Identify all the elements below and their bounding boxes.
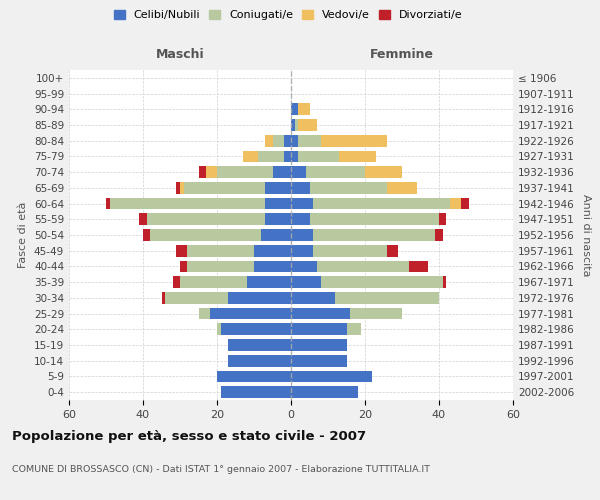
Bar bbox=[254, 260, 291, 272]
Bar bbox=[199, 308, 209, 320]
Bar bbox=[409, 260, 428, 272]
Bar bbox=[143, 229, 151, 241]
Bar bbox=[291, 339, 347, 351]
Bar bbox=[291, 386, 358, 398]
Text: COMUNE DI BROSSASCO (CN) - Dati ISTAT 1° gennaio 2007 - Elaborazione TUTTITALIA.: COMUNE DI BROSSASCO (CN) - Dati ISTAT 1°… bbox=[12, 465, 430, 474]
Bar bbox=[347, 324, 361, 335]
Bar bbox=[284, 135, 291, 146]
Bar bbox=[291, 182, 310, 194]
Bar bbox=[180, 182, 184, 194]
Bar bbox=[272, 135, 284, 146]
Bar bbox=[320, 135, 387, 146]
Bar bbox=[173, 276, 180, 288]
Bar bbox=[291, 324, 347, 335]
Bar bbox=[187, 260, 254, 272]
Legend: Celibi/Nubili, Coniugati/e, Vedovi/e, Divorziati/e: Celibi/Nubili, Coniugati/e, Vedovi/e, Di… bbox=[109, 6, 467, 25]
Bar bbox=[298, 104, 310, 115]
Bar bbox=[180, 260, 187, 272]
Bar bbox=[199, 166, 206, 178]
Bar bbox=[291, 229, 313, 241]
Bar bbox=[217, 324, 221, 335]
Bar bbox=[284, 150, 291, 162]
Bar bbox=[217, 370, 291, 382]
Bar bbox=[291, 308, 350, 320]
Bar bbox=[161, 292, 165, 304]
Bar bbox=[291, 135, 298, 146]
Bar bbox=[176, 182, 180, 194]
Bar bbox=[291, 198, 313, 209]
Bar bbox=[291, 276, 320, 288]
Bar bbox=[176, 245, 187, 256]
Bar bbox=[461, 198, 469, 209]
Bar bbox=[387, 245, 398, 256]
Bar bbox=[298, 150, 339, 162]
Bar bbox=[228, 355, 291, 366]
Bar bbox=[313, 229, 435, 241]
Bar bbox=[228, 292, 291, 304]
Bar bbox=[184, 182, 265, 194]
Bar bbox=[313, 198, 450, 209]
Bar bbox=[139, 214, 147, 225]
Bar bbox=[291, 119, 295, 131]
Bar bbox=[110, 198, 265, 209]
Bar bbox=[228, 339, 291, 351]
Bar bbox=[254, 245, 291, 256]
Bar bbox=[247, 276, 291, 288]
Bar bbox=[313, 245, 387, 256]
Bar bbox=[165, 292, 228, 304]
Bar bbox=[180, 276, 247, 288]
Bar bbox=[291, 292, 335, 304]
Bar bbox=[310, 182, 387, 194]
Bar bbox=[187, 245, 254, 256]
Y-axis label: Anni di nascita: Anni di nascita bbox=[581, 194, 591, 276]
Bar bbox=[206, 166, 217, 178]
Bar bbox=[387, 182, 417, 194]
Bar bbox=[258, 150, 284, 162]
Bar bbox=[439, 214, 446, 225]
Bar bbox=[265, 198, 291, 209]
Bar bbox=[435, 229, 443, 241]
Bar bbox=[221, 386, 291, 398]
Bar bbox=[147, 214, 265, 225]
Bar bbox=[291, 355, 347, 366]
Bar bbox=[320, 276, 443, 288]
Bar bbox=[265, 214, 291, 225]
Bar bbox=[306, 166, 365, 178]
Bar bbox=[243, 150, 258, 162]
Y-axis label: Fasce di età: Fasce di età bbox=[19, 202, 28, 268]
Bar bbox=[151, 229, 262, 241]
Bar bbox=[339, 150, 376, 162]
Bar bbox=[298, 135, 320, 146]
Bar bbox=[217, 166, 272, 178]
Bar bbox=[317, 260, 409, 272]
Bar bbox=[443, 276, 446, 288]
Text: Maschi: Maschi bbox=[155, 48, 205, 60]
Bar bbox=[291, 214, 310, 225]
Bar bbox=[335, 292, 439, 304]
Bar bbox=[106, 198, 110, 209]
Bar bbox=[350, 308, 402, 320]
Bar bbox=[209, 308, 291, 320]
Bar bbox=[291, 166, 306, 178]
Bar bbox=[298, 119, 317, 131]
Bar bbox=[365, 166, 402, 178]
Text: Femmine: Femmine bbox=[370, 48, 434, 60]
Bar bbox=[450, 198, 461, 209]
Bar bbox=[291, 150, 298, 162]
Bar bbox=[291, 260, 317, 272]
Bar bbox=[291, 370, 373, 382]
Bar bbox=[221, 324, 291, 335]
Bar bbox=[291, 104, 298, 115]
Bar bbox=[262, 229, 291, 241]
Text: Popolazione per età, sesso e stato civile - 2007: Popolazione per età, sesso e stato civil… bbox=[12, 430, 366, 443]
Bar bbox=[291, 245, 313, 256]
Bar bbox=[310, 214, 439, 225]
Bar bbox=[265, 135, 272, 146]
Bar bbox=[295, 119, 298, 131]
Bar bbox=[265, 182, 291, 194]
Bar bbox=[272, 166, 291, 178]
